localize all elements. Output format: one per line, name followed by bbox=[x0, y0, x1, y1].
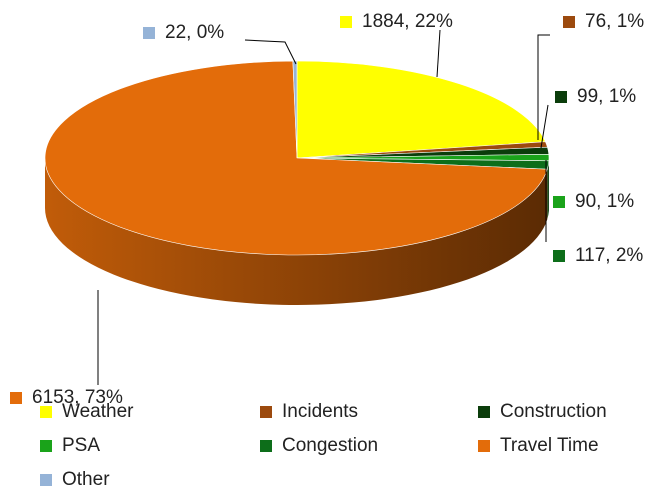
leader-line bbox=[537, 34, 550, 140]
legend-swatch bbox=[478, 406, 490, 418]
legend-label: Congestion bbox=[282, 435, 378, 456]
data-label: 90, 1% bbox=[575, 191, 634, 212]
legend-label: Travel Time bbox=[500, 435, 599, 456]
data-label: 76, 1% bbox=[585, 11, 644, 32]
legend-swatch bbox=[40, 406, 52, 418]
leader-line bbox=[244, 39, 297, 65]
legend-swatch bbox=[478, 440, 490, 452]
slice-side bbox=[45, 158, 548, 305]
data-label: 1884, 22% bbox=[362, 11, 453, 32]
label-swatch bbox=[340, 16, 352, 28]
data-label: 6153, 73% bbox=[32, 387, 123, 408]
slice-side bbox=[547, 160, 549, 220]
label-swatch bbox=[555, 91, 567, 103]
label-swatch bbox=[553, 250, 565, 262]
label-swatch bbox=[553, 196, 565, 208]
legend-label: Weather bbox=[62, 401, 134, 422]
data-label: 22, 0% bbox=[165, 22, 224, 43]
leader-line bbox=[436, 29, 441, 78]
leader-line bbox=[540, 104, 549, 149]
legend-swatch bbox=[40, 474, 52, 486]
legend-label: Incidents bbox=[282, 401, 358, 422]
slice bbox=[44, 60, 548, 256]
legend-swatch bbox=[260, 406, 272, 418]
data-label: 99, 1% bbox=[577, 86, 636, 107]
label-swatch bbox=[563, 16, 575, 28]
legend-label: PSA bbox=[62, 435, 100, 456]
legend-swatch bbox=[260, 440, 272, 452]
data-label: 117, 2% bbox=[575, 245, 643, 266]
slice bbox=[296, 60, 546, 159]
legend-label: Construction bbox=[500, 401, 607, 422]
legend-label: Other bbox=[62, 469, 110, 490]
label-swatch bbox=[10, 392, 22, 404]
legend-swatch bbox=[40, 440, 52, 452]
label-swatch bbox=[143, 27, 155, 39]
